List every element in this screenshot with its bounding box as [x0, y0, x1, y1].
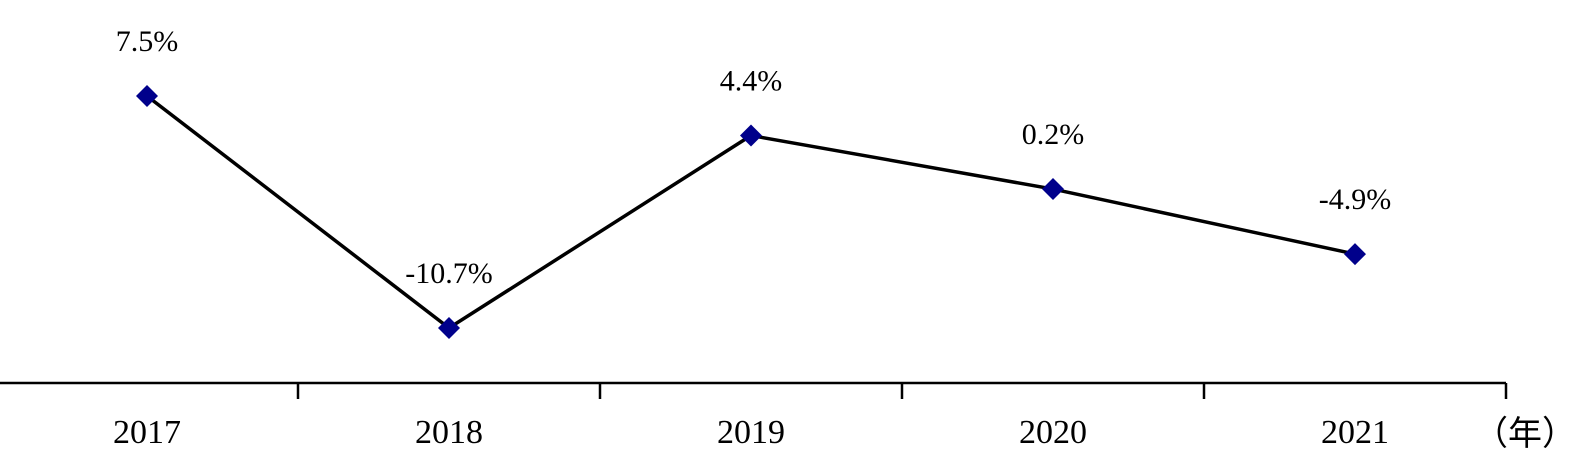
data-point [438, 317, 460, 339]
value-label: 4.4% [720, 64, 783, 97]
value-label: 7.5% [116, 25, 179, 58]
x-tick-label: 2020 [1019, 414, 1087, 451]
data-point [740, 124, 762, 147]
x-tick-label: 2017 [113, 414, 181, 451]
x-axis-label: （年） [1474, 415, 1576, 453]
x-tick-label: 2019 [717, 414, 785, 451]
data-point [1344, 243, 1366, 266]
x-tick-label: 2021 [1321, 414, 1389, 451]
data-point [1042, 178, 1064, 201]
x-tick-label: 2018 [415, 414, 483, 451]
data-point [136, 85, 158, 107]
value-label: -10.7% [405, 257, 492, 290]
value-label: -4.9% [1319, 183, 1391, 216]
value-label: 0.2% [1022, 118, 1085, 151]
